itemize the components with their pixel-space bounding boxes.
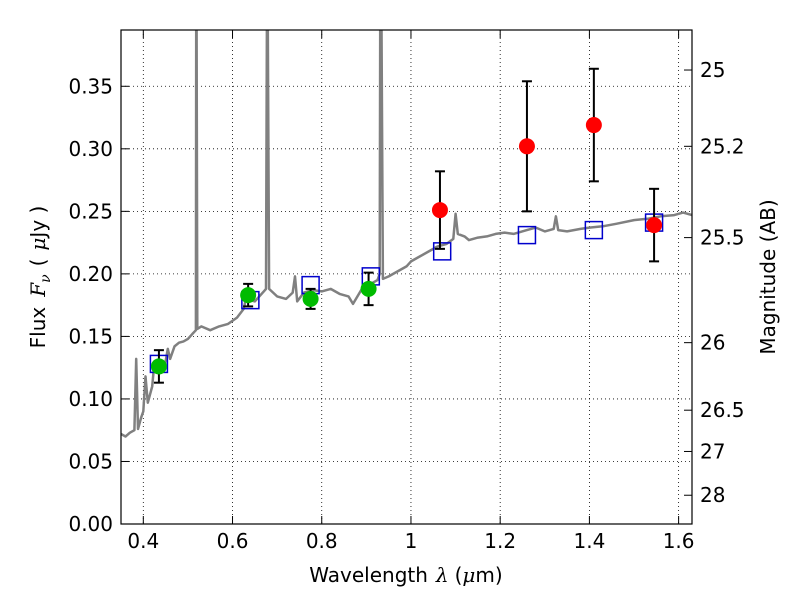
- optical-point: [360, 280, 377, 297]
- y-tick-label: 0.20: [68, 262, 113, 286]
- nir-point: [431, 202, 448, 219]
- x-tick-label: 1.4: [573, 529, 605, 553]
- y2-tick-label: 25.5: [700, 226, 745, 250]
- y-tick-label: 0.25: [68, 199, 113, 223]
- y2-tick-label: 26: [700, 331, 725, 355]
- y-axis-title: FluxFν(μJy ): [26, 206, 54, 349]
- x-tick-label: 0.6: [217, 529, 249, 553]
- x-tick-label: 0.4: [127, 529, 159, 553]
- y-tick-label: 0.35: [68, 74, 113, 98]
- y2-axis-ticks: 25 25.2 25.5 26 26.5 27 28: [684, 58, 745, 507]
- model-square: [432, 242, 452, 261]
- plot-frame: [120, 29, 693, 525]
- model-square: [584, 220, 604, 240]
- x-tick-label: 1: [405, 529, 418, 553]
- y-tick-label: 0.00: [68, 512, 113, 536]
- x-tick-label: 0.8: [306, 529, 338, 553]
- optical-point: [240, 287, 257, 304]
- plot-background: [121, 30, 692, 524]
- spectrum-line: [121, 30, 692, 438]
- y-tick-label: 0.05: [68, 449, 113, 473]
- x-axis-ticks: 0.4 0.6 0.8 1 1.2 1.4 1.6: [127, 30, 695, 553]
- y2-tick-label: 25: [700, 58, 725, 82]
- y-tick-label: 0.10: [68, 387, 113, 411]
- data-points: [150, 117, 663, 375]
- y2-tick-label: 27: [700, 439, 725, 463]
- y2-axis-title: Magnitude (AB): [756, 199, 780, 354]
- y2-tick-label: 25.2: [700, 134, 745, 158]
- nir-point: [585, 117, 602, 134]
- optical-point: [302, 290, 319, 307]
- y-tick-label: 0.15: [68, 324, 113, 348]
- nir-point: [518, 138, 535, 155]
- y2-tick-label: 28: [700, 483, 725, 507]
- y-tick-label: 0.30: [68, 137, 113, 161]
- x-tick-label: 1.2: [484, 529, 516, 553]
- model-square: [517, 225, 537, 245]
- y-axis-ticks: 0.00 0.05 0.10 0.15 0.20 0.25 0.30 0.35: [68, 74, 129, 536]
- optical-point: [150, 358, 167, 375]
- x-axis-title: Wavelength λ (μm): [309, 563, 502, 587]
- nir-point: [646, 217, 663, 234]
- x-tick-label: 1.6: [663, 529, 695, 553]
- y2-tick-label: 26.5: [700, 398, 745, 422]
